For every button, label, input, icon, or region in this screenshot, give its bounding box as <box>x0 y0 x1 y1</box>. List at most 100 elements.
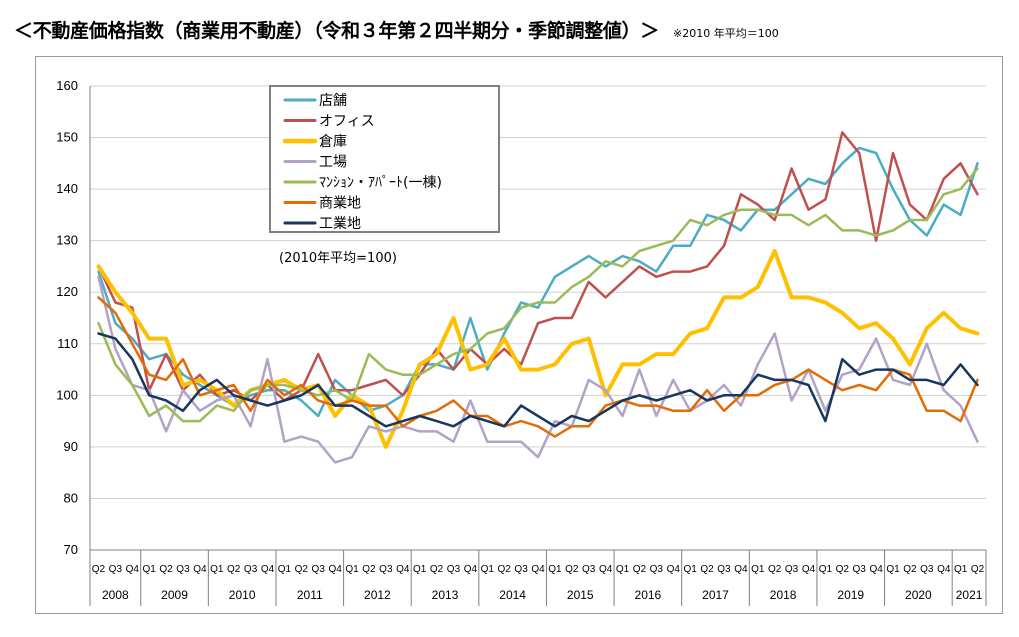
legend-label: 商業地 <box>319 196 361 212</box>
y-tick-label: 120 <box>56 284 78 299</box>
y-tick-label: 70 <box>64 542 78 557</box>
y-tick-label: 90 <box>64 439 78 454</box>
quarter-tick-label: Q1 <box>142 564 156 575</box>
quarter-tick-label: Q4 <box>126 564 140 575</box>
year-tick-label: 2018 <box>770 588 797 602</box>
quarter-tick-label: Q4 <box>464 564 478 575</box>
quarter-tick-label: Q1 <box>751 564 765 575</box>
quarter-tick-label: Q4 <box>531 564 545 575</box>
year-tick-label: 2012 <box>364 588 391 602</box>
quarter-tick-label: Q1 <box>345 564 359 575</box>
y-tick-label: 110 <box>57 336 78 351</box>
legend-label: オフィス <box>319 114 375 130</box>
quarter-tick-label: Q4 <box>869 564 883 575</box>
quarter-tick-label: Q4 <box>802 564 816 575</box>
quarter-tick-label: Q3 <box>447 564 461 575</box>
series-line-0 <box>97 146 979 418</box>
quarter-tick-label: Q3 <box>514 564 528 575</box>
legend-label: 工業地 <box>319 216 361 232</box>
quarter-tick-label: Q1 <box>548 564 562 575</box>
y-tick-label: 140 <box>56 181 78 196</box>
quarter-tick-label: Q2 <box>903 564 917 575</box>
quarter-tick-label: Q2 <box>430 564 444 575</box>
x-axis: Q2 Q3 Q4 Q1 Q2 Q3 Q4 Q1 Q2 Q3 Q4 Q1 Q2 Q3 Q4 Q1 Q2 Q3 Q4 Q1… <box>89 86 987 606</box>
year-tick-label: 2014 <box>499 588 526 602</box>
chart-title: ＜不動産価格指数（商業用不動産）（令和３年第２四半期分・季節調整値）＞ <box>14 20 660 42</box>
chart-frame <box>35 56 1003 614</box>
quarter-tick-label: Q2 <box>92 564 106 575</box>
series-line-4 <box>97 167 979 423</box>
quarter-tick-label: Q3 <box>109 564 123 575</box>
quarter-tick-label: Q1 <box>210 564 224 575</box>
quarter-tick-label: Q2 <box>227 564 241 575</box>
legend-label: 工場 <box>319 155 347 171</box>
base-note: ※2010 年平均＝100 <box>673 27 779 40</box>
quarter-tick-label: Q2 <box>700 564 714 575</box>
series-line-6 <box>97 332 979 428</box>
quarter-tick-label: Q3 <box>920 564 934 575</box>
quarter-tick-label: Q1 <box>481 564 495 575</box>
quarter-tick-label: Q2 <box>836 564 850 575</box>
quarter-tick-label: Q1 <box>819 564 833 575</box>
quarter-tick-label: Q2 <box>362 564 376 575</box>
year-tick-label: 2010 <box>229 588 256 602</box>
y-tick-label: 130 <box>56 233 78 248</box>
quarter-tick-label: Q1 <box>886 564 900 575</box>
quarter-tick-label: Q1 <box>683 564 697 575</box>
quarter-tick-label: Q3 <box>312 564 326 575</box>
series-line-5 <box>97 296 979 438</box>
quarter-tick-label: Q3 <box>717 564 731 575</box>
legend-label: 倉庫 <box>319 133 347 150</box>
quarter-tick-label: Q4 <box>261 564 275 575</box>
quarter-tick-label: Q4 <box>193 564 207 575</box>
grid-lines <box>90 85 986 551</box>
y-tick-label: 100 <box>56 387 78 402</box>
year-tick-label: 2020 <box>905 588 932 602</box>
quarter-tick-label: Q2 <box>159 564 173 575</box>
quarter-tick-label: Q3 <box>853 564 867 575</box>
quarter-tick-label: Q1 <box>278 564 292 575</box>
quarter-tick-label: Q2 <box>565 564 579 575</box>
series-line-2 <box>96 249 980 449</box>
quarter-tick-label: Q4 <box>599 564 613 575</box>
series-lines <box>96 131 980 464</box>
quarter-tick-label: Q2 <box>633 564 647 575</box>
quarter-tick-label: Q2 <box>295 564 309 575</box>
y-axis: 70 80 90 100 110 120 130 140 150 160 <box>56 78 78 557</box>
quarter-tick-label: Q4 <box>396 564 410 575</box>
year-tick-label: 2009 <box>161 588 188 602</box>
year-tick-label: 2017 <box>702 588 729 602</box>
quarter-tick-label: Q3 <box>379 564 393 575</box>
quarter-tick-label: Q4 <box>937 564 951 575</box>
quarter-tick-label: Q1 <box>413 564 427 575</box>
quarter-tick-label: Q4 <box>667 564 681 575</box>
year-tick-label: 2021 <box>956 588 983 602</box>
series-line-1 <box>97 131 979 402</box>
legend-label: ﾏﾝｼｮﾝ・ｱﾊﾟｰﾄ(一棟) <box>319 175 442 191</box>
quarter-tick-label: Q1 <box>954 564 968 575</box>
year-tick-label: 2011 <box>297 588 323 602</box>
quarter-tick-label: Q2 <box>971 564 985 575</box>
quarter-tick-label: Q2 <box>768 564 782 575</box>
year-tick-label: 2019 <box>837 588 864 602</box>
quarter-tick-label: Q3 <box>244 564 258 575</box>
legend-label: 店舗 <box>319 93 347 109</box>
quarter-tick-label: Q3 <box>582 564 596 575</box>
quarter-tick-label: Q1 <box>616 564 630 575</box>
y-tick-label: 80 <box>64 490 78 505</box>
year-tick-label: 2008 <box>102 588 129 602</box>
legend-box <box>269 85 500 233</box>
year-tick-label: 2016 <box>635 588 662 602</box>
year-tick-label: 2015 <box>567 588 594 602</box>
y-tick-label: 150 <box>56 130 78 145</box>
quarter-tick-label: Q3 <box>176 564 190 575</box>
title-bar: ＜不動産価格指数（商業用不動産）（令和３年第２四半期分・季節調整値）＞ ※201… <box>14 16 1004 46</box>
quarter-tick-label: Q3 <box>785 564 799 575</box>
quarter-tick-label: Q4 <box>734 564 748 575</box>
year-tick-label: 2013 <box>432 588 459 602</box>
quarter-tick-label: Q3 <box>650 564 664 575</box>
quarter-tick-label: Q2 <box>498 564 512 575</box>
y-tick-label: 160 <box>56 78 78 93</box>
